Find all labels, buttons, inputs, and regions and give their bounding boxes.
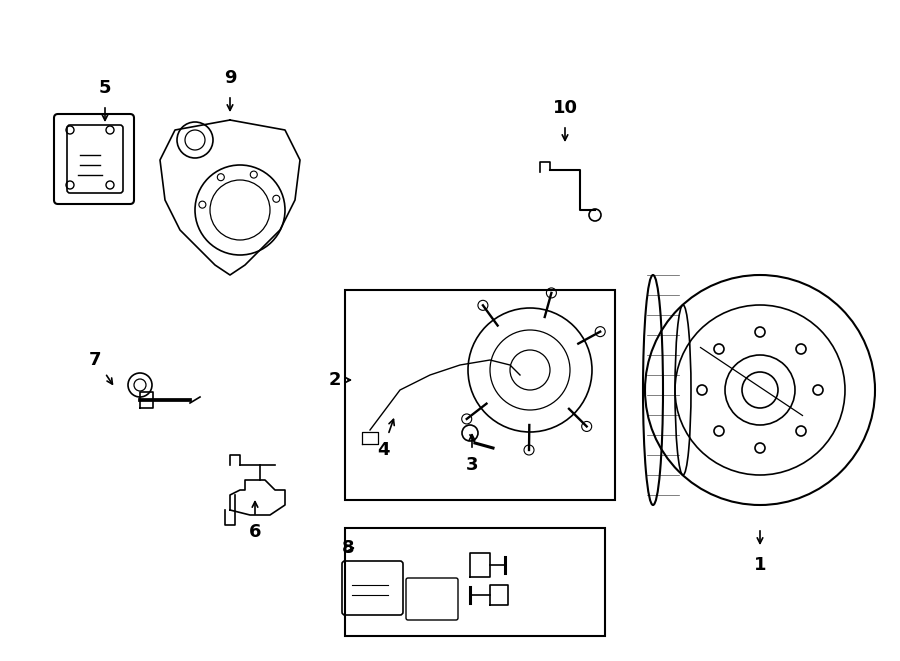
- Text: 10: 10: [553, 99, 578, 117]
- Text: 9: 9: [224, 69, 236, 87]
- Text: 7: 7: [89, 351, 101, 369]
- Text: 3: 3: [466, 456, 478, 474]
- Text: 8: 8: [342, 539, 355, 557]
- Bar: [345, 290, 615, 500]
- Text: 4: 4: [377, 441, 389, 459]
- Text: 2: 2: [328, 371, 341, 389]
- Text: 1: 1: [754, 556, 766, 574]
- Bar: [345, 528, 605, 636]
- Text: 6: 6: [248, 523, 261, 541]
- Text: 5: 5: [99, 79, 112, 97]
